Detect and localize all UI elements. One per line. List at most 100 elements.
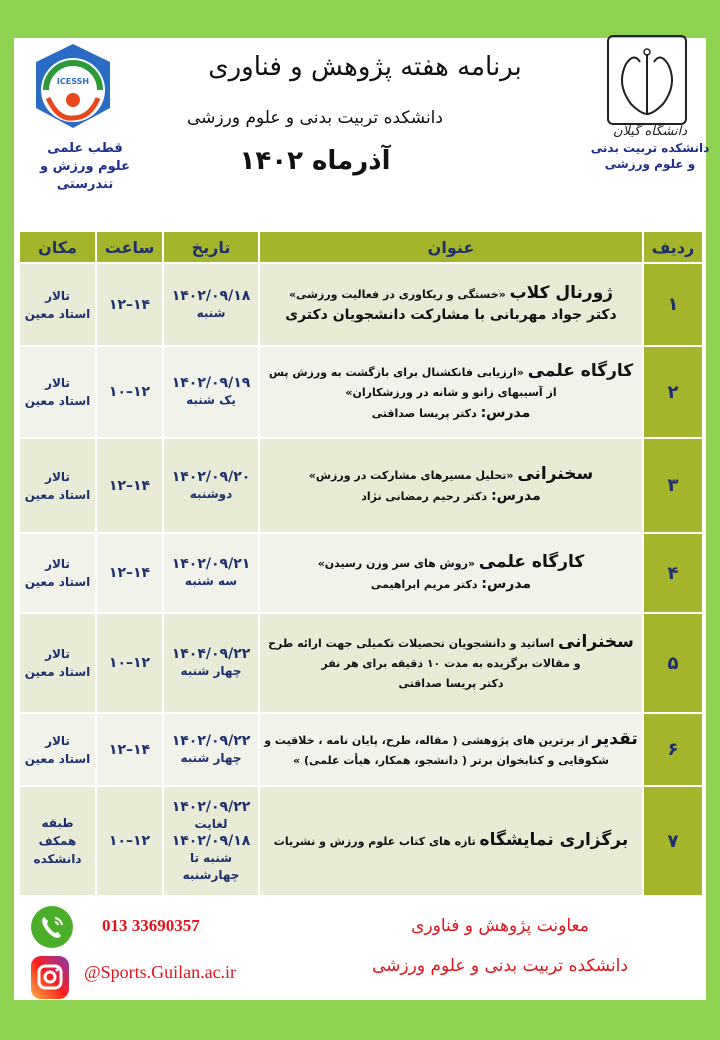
place-cell: تالار استاد معین xyxy=(18,345,97,439)
event-day: شنبه تا xyxy=(189,850,233,865)
place-line: استاد معین xyxy=(24,665,91,679)
schedule-table: ردیف عنوان تاریخ ساعت مکان ۱ ژورنال کلاب … xyxy=(18,230,704,897)
event-day: لغایت xyxy=(194,816,228,831)
event-title: «ارزیابی فانکشنال برای بازگشت به ورزش پس… xyxy=(268,365,557,399)
place-cell: تالار استاد معین xyxy=(18,712,97,787)
time-cell: ۱۲–۱۴ xyxy=(95,437,164,534)
svg-text:ICESSH: ICESSH xyxy=(57,77,89,86)
caption-line: قطب علمی xyxy=(47,141,123,156)
phone-number: 013 33690357 xyxy=(102,916,200,935)
table-row: ۲ کارگاه علمی «ارزیابی فانکشنال برای بازگ… xyxy=(18,345,704,439)
time-cell: ۱۲–۱۴ xyxy=(95,532,164,614)
instructor-label: دکتر جواد مهربانی با مشارکت دانشجویان دک… xyxy=(285,307,617,323)
university-name: دانشگاه گیلان xyxy=(612,124,688,139)
event-date: ۱۴۰۲/۰۹/۲۲ xyxy=(171,798,251,815)
time-cell: ۱۰–۱۲ xyxy=(95,612,164,714)
place-line: تالار xyxy=(45,733,70,748)
place-line: دانشکده xyxy=(33,852,82,866)
caption-line: علوم ورزش و تندرستی xyxy=(40,159,130,192)
event-day: چهار شنبه xyxy=(180,750,242,765)
place-line: تالار xyxy=(45,288,70,303)
place-cell: طبقه همکف دانشکده xyxy=(18,785,97,897)
column-header: ساعت xyxy=(95,230,164,264)
place-cell: تالار استاد معین xyxy=(18,262,97,347)
event-time: ۱۲–۱۴ xyxy=(108,565,151,581)
column-header: ردیف xyxy=(642,230,704,264)
left-logo-caption: قطب علمی علوم ورزش و تندرستی xyxy=(10,140,160,194)
event-cell: سخنرانی «تحلیل مسیرهای مشارکت در ورزش» مد… xyxy=(258,437,644,534)
event-time: ۱۲–۱۴ xyxy=(108,741,151,758)
time-cell: ۱۲–۱۴ xyxy=(95,262,164,347)
page-subtitle: دانشکده تربیت بدنی و علوم ورزشی xyxy=(187,108,443,128)
place-line: تالار xyxy=(45,557,70,571)
instagram-icon xyxy=(31,956,69,999)
column-header: عنوان xyxy=(258,230,644,264)
date-cell: ۱۴۰۲/۰۹/۲۲ لغایت ۱۴۰۲/۰۹/۱۸ شنبه تا چهارشنبه xyxy=(162,785,260,897)
event-type: سخنرانی xyxy=(517,464,594,484)
event-date: ۱۴۰۲/۰۹/۱۹ xyxy=(171,375,251,391)
date-cell: ۱۴۰۴/۰۹/۲۲ چهار شنبه xyxy=(162,612,260,714)
event-title: «تحلیل مسیرهای مشارکت در ورزش» xyxy=(308,469,514,482)
time-cell: ۱۲–۱۴ xyxy=(95,712,164,787)
place-cell: تالار استاد معین xyxy=(18,437,97,534)
instructor-name: دکتر رحیم رمضانی نژاد xyxy=(361,490,488,503)
event-title: اساتید و دانشجویان تحصیلات تکمیلی جهت ار… xyxy=(268,637,581,670)
event-day: چهارشنبه xyxy=(182,867,240,882)
event-date: ۱۴۰۲/۰۹/۲۲ xyxy=(171,732,251,749)
instructor-label: مدرس: xyxy=(481,575,532,592)
event-date: ۱۴۰۲/۰۹/۲۱ xyxy=(171,556,251,572)
event-time: ۱۰–۱۲ xyxy=(108,384,151,400)
row-number: ۵ xyxy=(642,612,704,714)
event-time: ۱۰–۱۲ xyxy=(108,655,151,671)
event-type: برگزاری نمایشگاه xyxy=(479,830,629,850)
icessh-logo: ICESSH xyxy=(36,44,110,128)
place-line: طبقه همکف xyxy=(38,816,77,848)
event-time: ۱۲–۱۴ xyxy=(108,296,151,313)
event-day: دوشنبه xyxy=(189,486,233,501)
instructor-name: دکتر پریسا صداقتی xyxy=(398,677,504,690)
caption-line: و علوم ورزشی xyxy=(604,157,696,171)
date-cell: ۱۴۰۲/۰۹/۱۸ شنبه xyxy=(162,262,260,347)
date-cell: ۱۴۰۲/۰۹/۲۰ دوشنبه xyxy=(162,437,260,534)
row-number: ۳ xyxy=(642,437,704,534)
instagram-handle[interactable]: @Sports.Guilan.ac.ir xyxy=(84,962,237,982)
row-number: ۲ xyxy=(642,345,704,439)
caption-line: دانشکده تربیت بدنی xyxy=(590,141,710,155)
page-title: برنامه هفته پژوهش و فناوری xyxy=(208,52,522,82)
event-title: «خستگی و ریکاوری در فعالیت ورزشی» xyxy=(288,288,506,301)
guilan-university-logo xyxy=(607,35,687,125)
phone-icon xyxy=(31,906,73,948)
place-line: تالار xyxy=(45,647,70,661)
event-date: ۱۴۰۲/۰۹/۲۰ xyxy=(171,468,251,485)
event-type: کارگاه علمی xyxy=(527,360,634,381)
place-line: تالار xyxy=(45,376,70,390)
place-line: استاد معین xyxy=(24,487,91,502)
right-logo-caption: دانشگاه گیلان دانشکده تربیت بدنی و علوم … xyxy=(585,124,715,172)
event-type: ژورنال کلاب xyxy=(509,283,614,303)
event-day: چهار شنبه xyxy=(180,664,242,678)
event-title: از برترین های پژوهشی ( مقاله، طرح، پایان… xyxy=(264,733,609,767)
place-line: استاد معین xyxy=(24,394,91,408)
footer-org-line-1: معاونت پژوهش و فناوری xyxy=(411,916,589,936)
footer-org-line-2: دانشکده تربیت بدنی و علوم ورزشی xyxy=(372,956,628,976)
row-number: ۶ xyxy=(642,712,704,787)
event-title: تازه های کتاب علوم ورزش و نشریات xyxy=(273,835,476,848)
table-row: ۴ کارگاه علمی «روش های سر وزن رسیدن» مدرس:… xyxy=(18,532,704,614)
instructor-label: مدرس: xyxy=(480,404,531,421)
event-date: ۱۴۰۴/۰۹/۲۲ xyxy=(171,646,251,662)
event-time: ۱۲–۱۴ xyxy=(108,477,151,494)
time-cell: ۱۰–۱۲ xyxy=(95,785,164,897)
row-number: ۷ xyxy=(642,785,704,897)
event-time: ۱۰–۱۲ xyxy=(108,833,151,849)
event-type: سخنرانی xyxy=(557,632,634,652)
place-cell: تالار استاد معین xyxy=(18,612,97,714)
place-line: استاد معین xyxy=(24,751,91,766)
column-header: تاریخ xyxy=(162,230,260,264)
instructor-name: دکتر مریم ابراهیمی xyxy=(370,577,478,591)
event-cell: برگزاری نمایشگاه تازه های کتاب علوم ورزش… xyxy=(258,785,644,897)
event-date: ۱۴۰۲/۰۹/۱۸ xyxy=(171,287,251,304)
row-number: ۴ xyxy=(642,532,704,614)
event-day: یک شنبه xyxy=(186,393,236,407)
event-title: «روش های سر وزن رسیدن» xyxy=(317,556,476,570)
instructor-name: دکتر پریسا صداقتی xyxy=(371,406,477,420)
